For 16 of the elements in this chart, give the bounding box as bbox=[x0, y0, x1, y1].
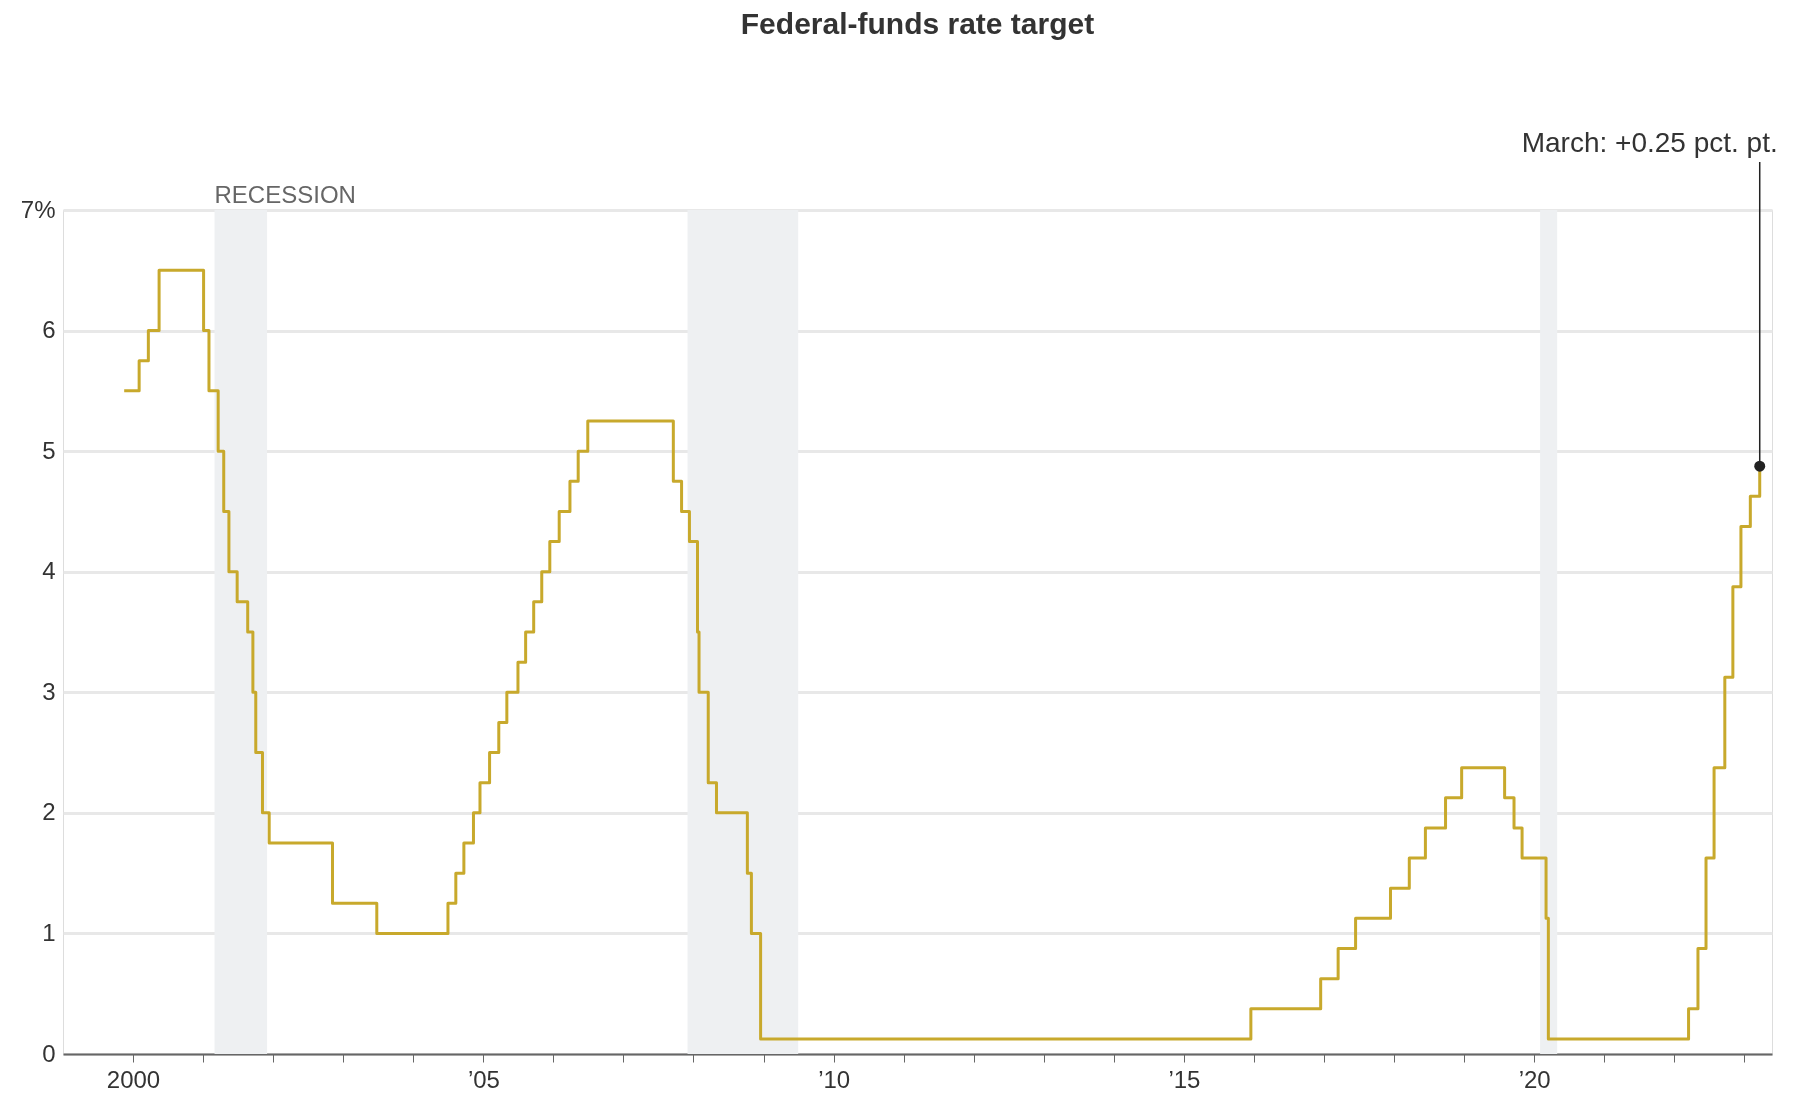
y-tick-label: 1 bbox=[42, 918, 56, 946]
y-tick-label: 6 bbox=[42, 316, 56, 344]
y-tick-label: 7% bbox=[20, 195, 56, 223]
band-label: RECESSION bbox=[214, 181, 356, 208]
x-tick-label: ’15 bbox=[1168, 1065, 1201, 1093]
y-tick-label: 2 bbox=[42, 798, 56, 826]
chart-title: Federal-funds rate target bbox=[740, 7, 1095, 40]
y-tick-label: 0 bbox=[42, 1039, 56, 1067]
x-tick-label: ’20 bbox=[1518, 1065, 1551, 1093]
y-tick-label: 4 bbox=[42, 557, 56, 585]
x-tick-label: ’10 bbox=[818, 1065, 851, 1093]
annotation: March: +0.25 pct. pt. bbox=[1521, 127, 1778, 158]
y-tick-label: 3 bbox=[42, 677, 56, 705]
y-tick-label: 5 bbox=[42, 436, 56, 464]
x-tick-label: ’05 bbox=[467, 1065, 500, 1093]
x-tick-label: 2000 bbox=[106, 1065, 161, 1093]
